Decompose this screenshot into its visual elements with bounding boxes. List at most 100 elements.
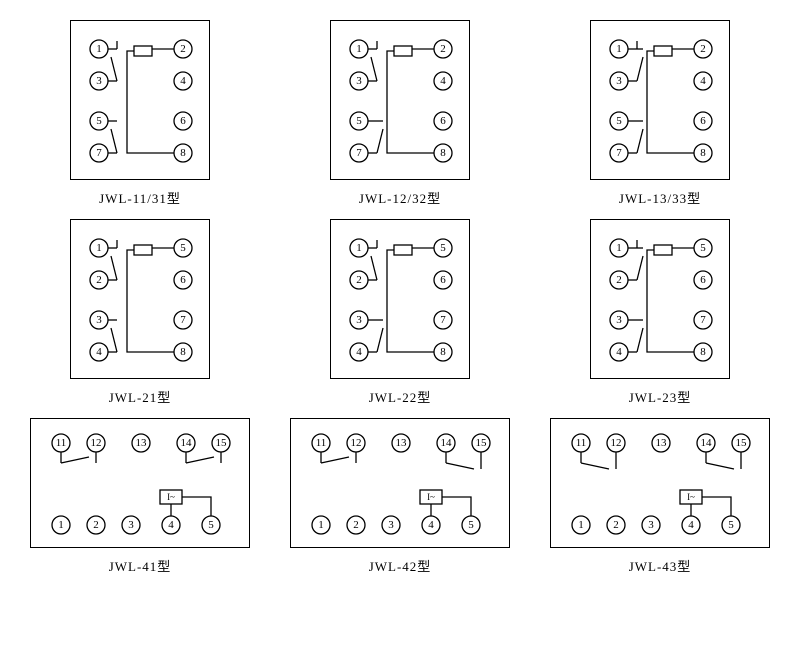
svg-text:2: 2	[700, 43, 706, 55]
svg-text:2: 2	[616, 274, 622, 286]
svg-text:3: 3	[648, 519, 654, 531]
svg-text:1: 1	[616, 43, 622, 55]
cell-d43: 111213141512345I~ JWL-43型	[550, 418, 770, 575]
svg-text:6: 6	[180, 274, 186, 286]
svg-text:6: 6	[440, 274, 446, 286]
svg-text:1: 1	[578, 519, 584, 531]
svg-text:14: 14	[441, 437, 453, 449]
diagram-d23: 15263748	[590, 219, 730, 379]
svg-text:7: 7	[616, 147, 622, 159]
svg-text:4: 4	[616, 346, 622, 358]
svg-text:2: 2	[353, 519, 359, 531]
svg-text:3: 3	[616, 75, 622, 87]
svg-text:4: 4	[700, 75, 706, 87]
svg-text:8: 8	[700, 147, 706, 159]
svg-text:1: 1	[616, 242, 622, 254]
label-d23: JWL-23型	[629, 387, 692, 406]
svg-text:5: 5	[700, 242, 706, 254]
svg-text:7: 7	[440, 314, 446, 326]
svg-text:1: 1	[96, 43, 102, 55]
diagram-d22: 15263748	[330, 219, 470, 379]
svg-text:4: 4	[428, 519, 434, 531]
svg-text:3: 3	[356, 314, 362, 326]
svg-text:5: 5	[180, 242, 186, 254]
svg-text:2: 2	[96, 274, 102, 286]
svg-text:15: 15	[216, 437, 228, 449]
svg-text:3: 3	[388, 519, 394, 531]
cell-d13: 1 2 3 4 5 6 7 8 JWL-13/33型	[550, 20, 770, 207]
cell-d11: 12345678 JWL-11/31型	[30, 20, 250, 207]
svg-text:12: 12	[351, 437, 362, 449]
svg-text:5: 5	[728, 519, 734, 531]
svg-text:7: 7	[180, 314, 186, 326]
svg-text:15: 15	[736, 437, 748, 449]
svg-text:7: 7	[356, 147, 362, 159]
cell-d22: 15263748 JWL-22型	[290, 219, 510, 406]
svg-text:2: 2	[180, 43, 186, 55]
cell-d21: 1 5 2 6 3 7 4 8 JWL-21型	[30, 219, 250, 406]
svg-text:3: 3	[96, 75, 102, 87]
label-d41: JWL-41型	[109, 556, 172, 575]
svg-text:6: 6	[700, 274, 706, 286]
label-d43: JWL-43型	[629, 556, 692, 575]
svg-text:8: 8	[700, 346, 706, 358]
svg-text:2: 2	[613, 519, 619, 531]
cell-d12: 1 2 3 4 5 6 7 8 JWL-12/32型	[290, 20, 510, 207]
label-d42: JWL-42型	[369, 556, 432, 575]
svg-text:13: 13	[136, 437, 148, 449]
svg-text:5: 5	[356, 115, 362, 127]
label-d11: JWL-11/31型	[99, 188, 181, 207]
svg-text:4: 4	[440, 75, 446, 87]
diagram-d43: 111213141512345I~	[550, 418, 770, 548]
cell-d23: 15263748 JWL-23型	[550, 219, 770, 406]
svg-text:5: 5	[468, 519, 474, 531]
svg-text:2: 2	[356, 274, 362, 286]
svg-text:8: 8	[440, 147, 446, 159]
svg-text:13: 13	[656, 437, 668, 449]
svg-text:1: 1	[96, 242, 102, 254]
svg-text:I~: I~	[427, 492, 435, 502]
svg-text:3: 3	[128, 519, 134, 531]
diagram-d21: 1 5 2 6 3 7 4 8	[70, 219, 210, 379]
svg-text:7: 7	[96, 147, 102, 159]
svg-text:12: 12	[611, 437, 622, 449]
svg-text:6: 6	[700, 115, 706, 127]
svg-text:I~: I~	[167, 492, 175, 502]
cell-d41: 111213141512345I~ JWL-41型	[30, 418, 250, 575]
diagram-d13: 1 2 3 4 5 6 7 8	[590, 20, 730, 180]
svg-text:15: 15	[476, 437, 488, 449]
diagram-d11: 12345678	[70, 20, 210, 180]
svg-text:13: 13	[396, 437, 408, 449]
diagram-d42: 111213141512345I~	[290, 418, 510, 548]
svg-text:3: 3	[96, 314, 102, 326]
svg-text:3: 3	[356, 75, 362, 87]
svg-text:8: 8	[180, 147, 186, 159]
svg-text:6: 6	[180, 115, 186, 127]
svg-text:12: 12	[91, 437, 102, 449]
svg-text:5: 5	[616, 115, 622, 127]
svg-text:6: 6	[440, 115, 446, 127]
svg-text:4: 4	[96, 346, 102, 358]
cell-d42: 111213141512345I~ JWL-42型	[290, 418, 510, 575]
svg-text:2: 2	[93, 519, 99, 531]
svg-text:11: 11	[576, 437, 587, 449]
svg-text:I~: I~	[687, 492, 695, 502]
label-d21: JWL-21型	[109, 387, 172, 406]
svg-text:4: 4	[180, 75, 186, 87]
svg-text:14: 14	[701, 437, 713, 449]
svg-text:11: 11	[316, 437, 327, 449]
svg-text:1: 1	[318, 519, 324, 531]
svg-text:5: 5	[208, 519, 214, 531]
label-d13: JWL-13/33型	[619, 188, 701, 207]
svg-text:4: 4	[356, 346, 362, 358]
svg-text:8: 8	[180, 346, 186, 358]
diagram-d41: 111213141512345I~	[30, 418, 250, 548]
svg-text:3: 3	[616, 314, 622, 326]
svg-text:2: 2	[440, 43, 446, 55]
diagram-d12: 1 2 3 4 5 6 7 8	[330, 20, 470, 180]
svg-text:11: 11	[56, 437, 67, 449]
svg-text:8: 8	[440, 346, 446, 358]
svg-text:1: 1	[356, 43, 362, 55]
label-d12: JWL-12/32型	[359, 188, 441, 207]
diagram-grid: 12345678 JWL-11/31型 12345678 JWL-12/32型 …	[30, 20, 770, 575]
